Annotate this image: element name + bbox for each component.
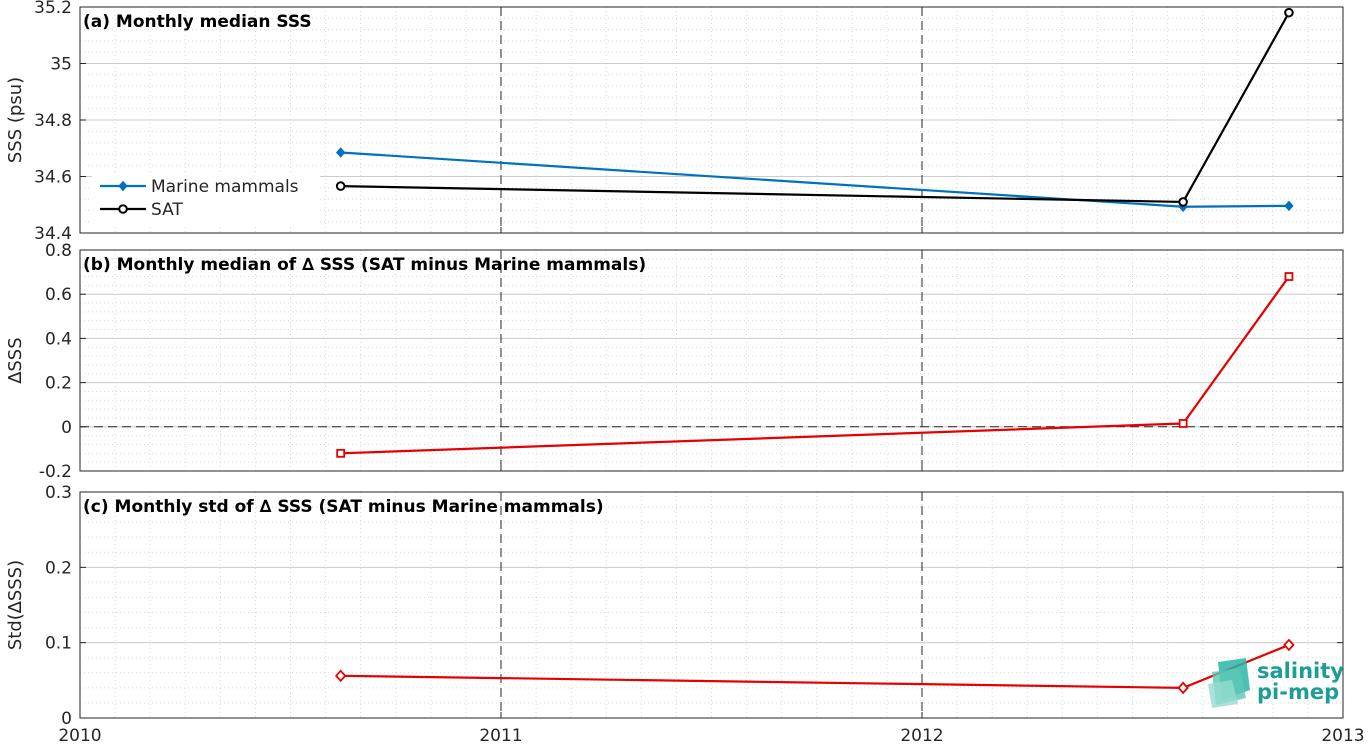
data-point [336,147,346,158]
data-point [118,180,128,192]
data-point [1284,7,1294,18]
panel-c: 0 0.1 0.2 0.3 Std(∆SSS) (c) Monthly std of ∆ … [5,483,1344,729]
data-point [1284,272,1294,281]
panel-title: (b) Monthly median of ∆ SSS (SAT minus M… [83,255,646,275]
data-point [1284,200,1294,212]
logo-line-2: pi-mep [1257,680,1339,704]
axes-box [79,491,1344,719]
y-tick-label: 0.1 [45,634,72,654]
panel-b: -0.2 0 0.2 0.4 0.6 0.8 ∆SSS (b) Monthly median … [5,241,1344,482]
legend-label: SAT [151,200,183,220]
y-tick-label: 34.4 [34,224,72,244]
data-point [118,204,128,214]
x-tick-label: 2013 [1321,726,1364,745]
panel-title: (a) Monthly median SSS [83,12,312,32]
data-point [1178,197,1188,207]
y-tick-label: 34.8 [34,111,72,131]
axes-box [79,249,1344,472]
y-tick-label: 35 [50,55,72,75]
y-axis-label: Std(∆SSS) [5,560,26,650]
data-point [1283,638,1295,652]
logo-line-1: salinity [1257,659,1344,683]
y-tick-label: 34.6 [34,168,72,188]
plot-area [80,250,1343,471]
y-tick-label: 0.4 [45,329,72,349]
logo-mark-icon [1208,658,1250,708]
y-tick-label: 0 [61,709,72,729]
legend-label: Marine mammals [151,177,299,197]
x-tick-label: 2012 [900,726,943,745]
data-point [335,181,346,191]
y-tick-label: 0.6 [45,285,72,305]
y-tick-label: 0.8 [45,241,72,261]
y-tick-label: 35.2 [34,0,72,18]
panel-a: 34.4 34.6 34.8 35 35.2 2010 2011 2012 2013 SSS (p… [5,0,1365,745]
y-tick-label: 0 [61,418,72,438]
x-tick-label: 2010 [58,726,101,745]
panel-title: (c) Monthly std of ∆ SSS (SAT minus Mari… [83,497,604,517]
y-tick-label: 0.2 [45,558,72,578]
data-point [336,448,346,458]
y-tick-label: 0.2 [45,374,72,394]
x-tick-label: 2011 [479,726,522,745]
y-tick-label: -0.2 [39,462,72,482]
y-tick-label: 0.3 [45,483,72,503]
y-axis-label: ∆SSS [5,337,26,384]
data-point [334,669,347,683]
logo: salinity pi-mep [1208,658,1344,708]
legend-box [92,172,320,224]
y-axis-label: SSS (psu) [5,77,26,163]
data-point [1178,419,1188,428]
legend: Marine mammals SAT [92,172,320,224]
data-point [1177,681,1189,695]
